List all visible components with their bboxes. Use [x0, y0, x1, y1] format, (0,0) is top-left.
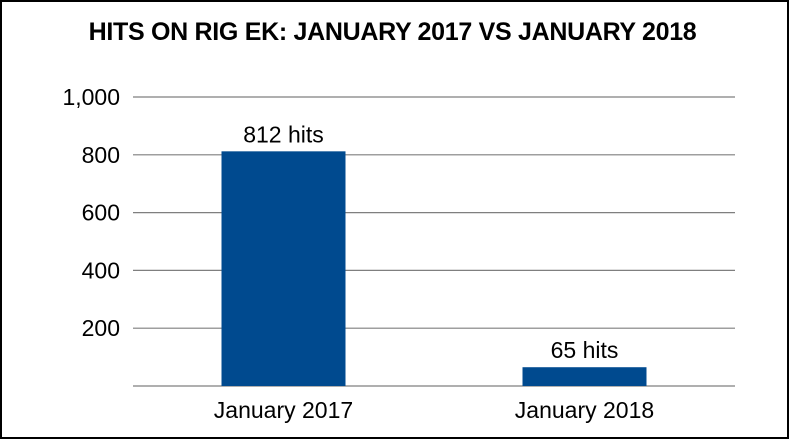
x-axis-labels: January 2017 January 2018	[214, 397, 654, 423]
y-tick-label: 800	[82, 142, 120, 168]
bar	[221, 151, 346, 386]
data-label: 65 hits	[551, 337, 619, 363]
y-tick-label: 200	[82, 315, 120, 341]
chart-title: HITS ON RIG EK: JANUARY 2017 VS JANUARY …	[88, 18, 697, 46]
y-tick-label: 400	[82, 257, 120, 283]
x-category-label: January 2018	[515, 397, 654, 423]
data-label: 812 hits	[243, 121, 324, 147]
bar	[522, 367, 647, 386]
y-tick-label: 1,000	[62, 84, 120, 110]
x-category-label: January 2017	[214, 397, 353, 423]
y-axis-ticks: 200 400 600 800 1,000	[62, 84, 120, 341]
y-tick-label: 600	[82, 200, 120, 226]
bars	[221, 151, 647, 386]
data-labels: 812 hits 65 hits	[243, 121, 618, 363]
